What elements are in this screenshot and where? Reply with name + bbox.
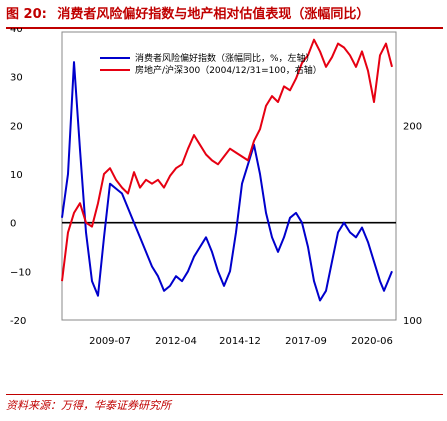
x-tick-label: 2009-07: [89, 336, 131, 347]
figure-title: 图 20: 消费者风险偏好指数与地产相对估值表现（涨幅同比）: [6, 3, 443, 29]
series-line-property-relative: [61, 38, 393, 282]
legend-label: 消费者风险偏好指数（涨幅同比，%，左轴）: [135, 52, 315, 64]
y-left-tick-label: −10: [10, 267, 31, 278]
chart-svg: -20 −10 0 10 20 30 40 100 200 2009-07 2012-04 2014-…: [10, 28, 422, 347]
plot-frame: [61, 31, 397, 321]
y-left-tick-label: 0: [10, 219, 16, 230]
series-line-risk-preference: [61, 61, 393, 302]
y-right-tick-label: 200: [403, 121, 422, 132]
y-left-tick-label: 40: [10, 28, 23, 35]
y-left-tick-label: 10: [10, 170, 23, 181]
x-tick-label: 2014-12: [219, 336, 261, 347]
figure-number: 图 20:: [6, 7, 47, 22]
y-left-tick-label: 20: [10, 121, 23, 132]
figure-title-text: 消费者风险偏好指数与地产相对估值表现（涨幅同比）: [57, 7, 370, 22]
x-tick-label: 2012-04: [155, 336, 197, 347]
source-note: 资料来源：万得，华泰证券研究所: [6, 394, 443, 417]
y-right-tick-label: 100: [403, 316, 422, 327]
x-tick-label: 2020-06: [351, 336, 393, 347]
y-left-tick-label: -20: [10, 316, 26, 327]
x-tick-label: 2017-09: [285, 336, 327, 347]
legend-label: 房地产/沪深300（2004/12/31=100，右轴）: [135, 64, 322, 76]
y-left-tick-label: 30: [10, 73, 23, 84]
